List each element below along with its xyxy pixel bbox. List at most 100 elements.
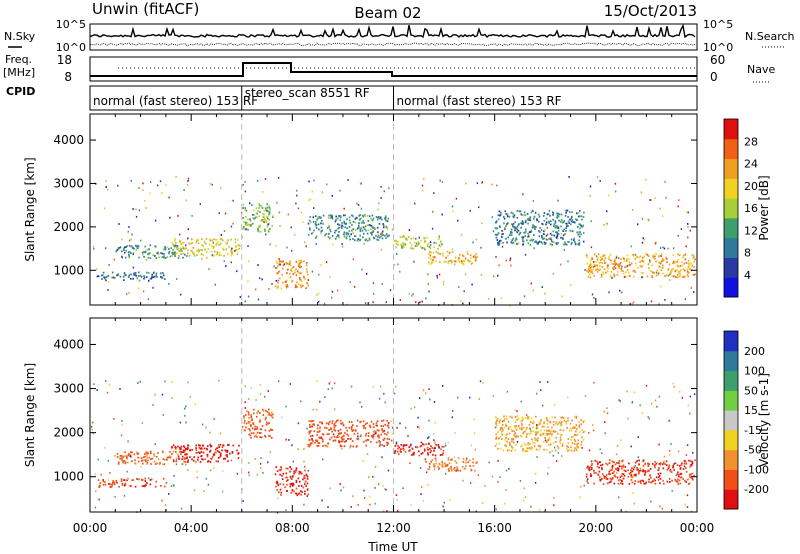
velocity-cell bbox=[676, 481, 679, 483]
power-cell bbox=[171, 254, 173, 257]
power-cell bbox=[238, 247, 241, 250]
velocity-cell bbox=[437, 445, 440, 448]
power-cell bbox=[306, 268, 308, 271]
power-cell bbox=[377, 236, 379, 238]
power-cell bbox=[312, 216, 315, 219]
power-cell bbox=[382, 234, 384, 236]
power-cell bbox=[336, 217, 339, 220]
velocity-cell bbox=[512, 438, 515, 441]
velocity-cell bbox=[381, 428, 383, 430]
velocity-cell bbox=[429, 451, 432, 454]
velocity-cell bbox=[540, 420, 542, 422]
power-cell bbox=[359, 214, 361, 216]
power-cell bbox=[675, 276, 677, 278]
power-cell bbox=[662, 260, 664, 262]
velocity-cell bbox=[164, 504, 167, 506]
power-cell bbox=[578, 239, 580, 242]
velocity-cell bbox=[523, 442, 526, 445]
power-cell bbox=[545, 234, 547, 237]
velocity-cell bbox=[142, 459, 144, 462]
power-cell bbox=[133, 272, 135, 275]
power-cell bbox=[180, 242, 183, 245]
power-cell bbox=[266, 225, 269, 228]
power-cell bbox=[244, 300, 246, 303]
velocity-cell bbox=[600, 478, 603, 480]
power-cell bbox=[429, 254, 432, 257]
power-cell bbox=[231, 252, 233, 255]
velocity-cell bbox=[316, 445, 318, 447]
velocity-cell bbox=[510, 428, 513, 431]
power-cell bbox=[295, 202, 297, 205]
power-cell bbox=[475, 253, 478, 255]
power-cell bbox=[563, 220, 565, 223]
power-cell bbox=[496, 233, 499, 236]
velocity-cell bbox=[543, 441, 545, 443]
power-cell bbox=[222, 239, 224, 242]
power-cell bbox=[691, 264, 693, 267]
velocity-cell bbox=[422, 443, 424, 446]
velocity-cell bbox=[342, 424, 345, 427]
velocity-cell bbox=[606, 407, 608, 409]
velocity-cell bbox=[195, 451, 197, 454]
power-cell bbox=[276, 201, 278, 204]
power-cell bbox=[315, 223, 318, 226]
power-cell bbox=[179, 233, 181, 236]
power-cell bbox=[431, 227, 434, 230]
power-cell bbox=[521, 222, 523, 225]
power-cell bbox=[530, 229, 533, 232]
velocity-cell bbox=[521, 444, 523, 447]
velocity-cell bbox=[619, 476, 622, 478]
velocity-cell bbox=[437, 465, 439, 468]
power-cell bbox=[551, 243, 553, 246]
power-cell bbox=[409, 242, 412, 244]
power-cell bbox=[686, 273, 689, 276]
power-cell bbox=[685, 245, 687, 248]
power-cell bbox=[648, 261, 651, 263]
velocity-cell bbox=[584, 430, 586, 433]
power-cell bbox=[471, 283, 473, 286]
power-cell bbox=[440, 240, 442, 243]
velocity-cell bbox=[280, 466, 282, 469]
power-cell bbox=[557, 227, 560, 229]
velocity-cell bbox=[536, 456, 538, 458]
power-cell bbox=[268, 207, 271, 209]
power-cell bbox=[360, 227, 362, 230]
velocity-cell bbox=[333, 382, 336, 385]
power-cell bbox=[173, 253, 176, 256]
velocity-cell bbox=[210, 445, 213, 447]
velocity-cell bbox=[285, 509, 287, 511]
velocity-cell bbox=[373, 430, 375, 433]
velocity-cell bbox=[495, 508, 497, 511]
velocity-cell bbox=[250, 415, 252, 418]
power-cell bbox=[227, 253, 229, 255]
power-cell bbox=[180, 250, 183, 253]
velocity-cell bbox=[267, 422, 269, 425]
power-cell bbox=[387, 217, 390, 220]
velocity-cell bbox=[369, 426, 372, 429]
velocity-cell bbox=[369, 495, 371, 498]
velocity-cell bbox=[525, 436, 528, 438]
power-cell bbox=[413, 241, 416, 244]
velocity-cell bbox=[372, 423, 375, 425]
power-cell bbox=[308, 219, 311, 222]
power-cell bbox=[187, 252, 189, 255]
velocity-cell bbox=[129, 454, 132, 457]
power-cell bbox=[384, 219, 387, 222]
velocity-cell bbox=[281, 478, 284, 480]
velocity-cell bbox=[650, 402, 653, 405]
velocity-cell bbox=[352, 445, 354, 448]
power-cell bbox=[684, 253, 687, 256]
power-cell bbox=[541, 242, 544, 245]
velocity-cell bbox=[145, 484, 148, 486]
velocity-cell bbox=[574, 433, 576, 436]
velocity-cell bbox=[504, 439, 506, 441]
power-cell bbox=[617, 257, 620, 260]
power-cell bbox=[105, 180, 107, 183]
power-cell bbox=[366, 239, 369, 242]
velocity-cell bbox=[649, 468, 652, 470]
velocity-cell bbox=[565, 448, 568, 450]
power-cell bbox=[470, 257, 472, 259]
power-cell bbox=[382, 223, 384, 225]
velocity-cell bbox=[544, 437, 546, 439]
